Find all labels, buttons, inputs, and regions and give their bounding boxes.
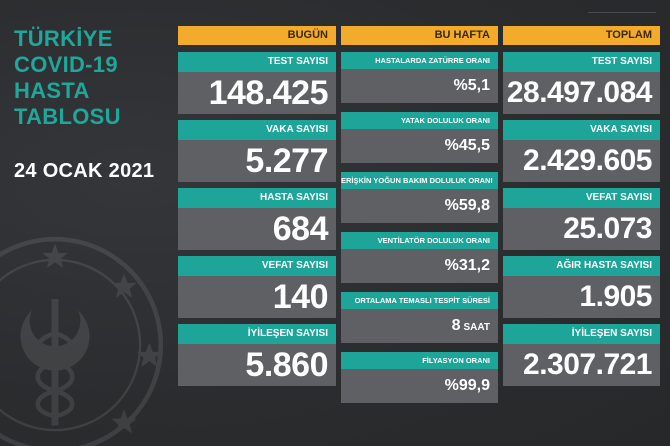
card-label: ERİŞKİN YOĞUN BAKIM DOLULUK ORANI [341,172,498,189]
week-ventilator-card: VENTİLATÖR DOLULUK ORANI %31,2 [341,232,498,283]
week-column: BU HAFTA HASTALARDA ZATÜRRE ORANI %5,1 Y… [341,26,498,403]
today-recovered-card: İYİLEŞEN SAYISI 5.860 [178,324,336,386]
watermark-mark [588,12,656,22]
report-date: 24 OCAK 2021 [14,160,155,182]
card-label: YATAK DOLULUK ORANI [341,112,498,129]
card-label: AĞIR HASTA SAYISI [503,256,660,276]
total-test-card: TEST SAYISI 28.497.084 [503,52,660,114]
page-title: TÜRKİYE COVID-19 HASTA TABLOSU [14,26,164,130]
card-value: %31,2 [341,249,498,283]
card-label: TEST SAYISI [503,52,660,72]
card-value: 140 [178,276,336,318]
total-header: TOPLAM [503,26,660,45]
contact-time-unit: SAAT [463,322,490,333]
title-line: TÜRKİYE [14,26,113,51]
card-value: %59,8 [341,189,498,223]
card-label: İYİLEŞEN SAYISI [178,324,336,344]
contact-time-value: 8 [451,317,461,334]
today-header: BUGÜN [178,26,336,45]
card-value: 684 [178,208,336,250]
today-column: BUGÜN TEST SAYISI 148.425 VAKA SAYISI 5.… [178,26,336,386]
total-case-card: VAKA SAYISI 2.429.605 [503,120,660,182]
today-case-card: VAKA SAYISI 5.277 [178,120,336,182]
total-death-card: VEFAT SAYISI 25.073 [503,188,660,250]
week-header: BU HAFTA [341,26,498,45]
title-line: COVID-19 [14,52,118,77]
today-patient-card: HASTA SAYISI 684 [178,188,336,250]
card-value: 28.497.084 [503,72,660,114]
card-label: VAKA SAYISI [503,120,660,140]
card-value: 8 SAAT [341,309,498,343]
title-line: TABLOSU [14,104,121,129]
card-label: VENTİLATÖR DOLULUK ORANI [341,232,498,249]
card-label: HASTALARDA ZATÜRRE ORANI [341,52,498,69]
total-critical-card: AĞIR HASTA SAYISI 1.905 [503,256,660,318]
card-value: 148.425 [178,72,336,114]
card-label: ORTALAMA TEMASLI TESPİT SÜRESİ [341,292,498,309]
week-bed-card: YATAK DOLULUK ORANI %45,5 [341,112,498,163]
ministry-emblem-icon [0,236,164,446]
card-label: VEFAT SAYISI [178,256,336,276]
card-value: %45,5 [341,129,498,163]
total-recovered-card: İYİLEŞEN SAYISI 2.307.721 [503,324,660,386]
card-value: 5.860 [178,344,336,386]
card-label: VEFAT SAYISI [503,188,660,208]
card-label: FİLYASYON ORANI [341,352,498,369]
title-line: HASTA [14,78,90,103]
week-filiation-card: FİLYASYON ORANI %99,9 [341,352,498,403]
card-value: 1.905 [503,276,660,318]
week-contact-time-card: ORTALAMA TEMASLI TESPİT SÜRESİ 8 SAAT [341,292,498,343]
card-label: İYİLEŞEN SAYISI [503,324,660,344]
card-value: %5,1 [341,69,498,103]
card-label: HASTA SAYISI [178,188,336,208]
card-label: TEST SAYISI [178,52,336,72]
today-test-card: TEST SAYISI 148.425 [178,52,336,114]
today-death-card: VEFAT SAYISI 140 [178,256,336,318]
card-value: 2.307.721 [503,344,660,386]
card-value: 25.073 [503,208,660,250]
week-icu-card: ERİŞKİN YOĞUN BAKIM DOLULUK ORANI %59,8 [341,172,498,223]
card-value: %99,9 [341,369,498,403]
total-column: TOPLAM TEST SAYISI 28.497.084 VAKA SAYIS… [503,26,660,386]
card-label: VAKA SAYISI [178,120,336,140]
week-pneumonia-card: HASTALARDA ZATÜRRE ORANI %5,1 [341,52,498,103]
card-value: 2.429.605 [503,140,660,182]
card-value: 5.277 [178,140,336,182]
